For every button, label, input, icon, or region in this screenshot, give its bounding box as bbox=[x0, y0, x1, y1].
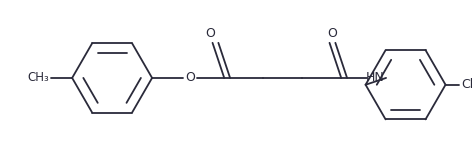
Text: HN: HN bbox=[366, 71, 385, 84]
Text: Cl: Cl bbox=[461, 78, 472, 91]
Text: O: O bbox=[206, 27, 216, 40]
Text: O: O bbox=[185, 71, 195, 84]
Text: O: O bbox=[328, 27, 337, 40]
Text: CH₃: CH₃ bbox=[27, 71, 49, 84]
